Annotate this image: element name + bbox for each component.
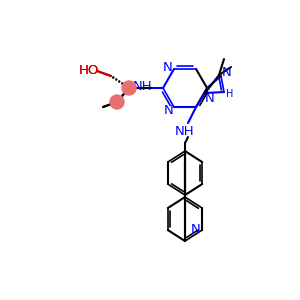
Circle shape bbox=[110, 95, 124, 109]
Text: N: N bbox=[222, 67, 232, 80]
Circle shape bbox=[122, 81, 136, 95]
Text: N: N bbox=[205, 92, 215, 105]
Text: HO: HO bbox=[79, 64, 99, 76]
Text: N: N bbox=[164, 103, 174, 117]
Text: HO: HO bbox=[79, 64, 99, 76]
Text: N: N bbox=[163, 61, 173, 74]
Text: NH: NH bbox=[175, 124, 195, 138]
Text: H: H bbox=[226, 89, 234, 99]
Text: N: N bbox=[190, 223, 200, 236]
Text: NH: NH bbox=[133, 80, 153, 92]
